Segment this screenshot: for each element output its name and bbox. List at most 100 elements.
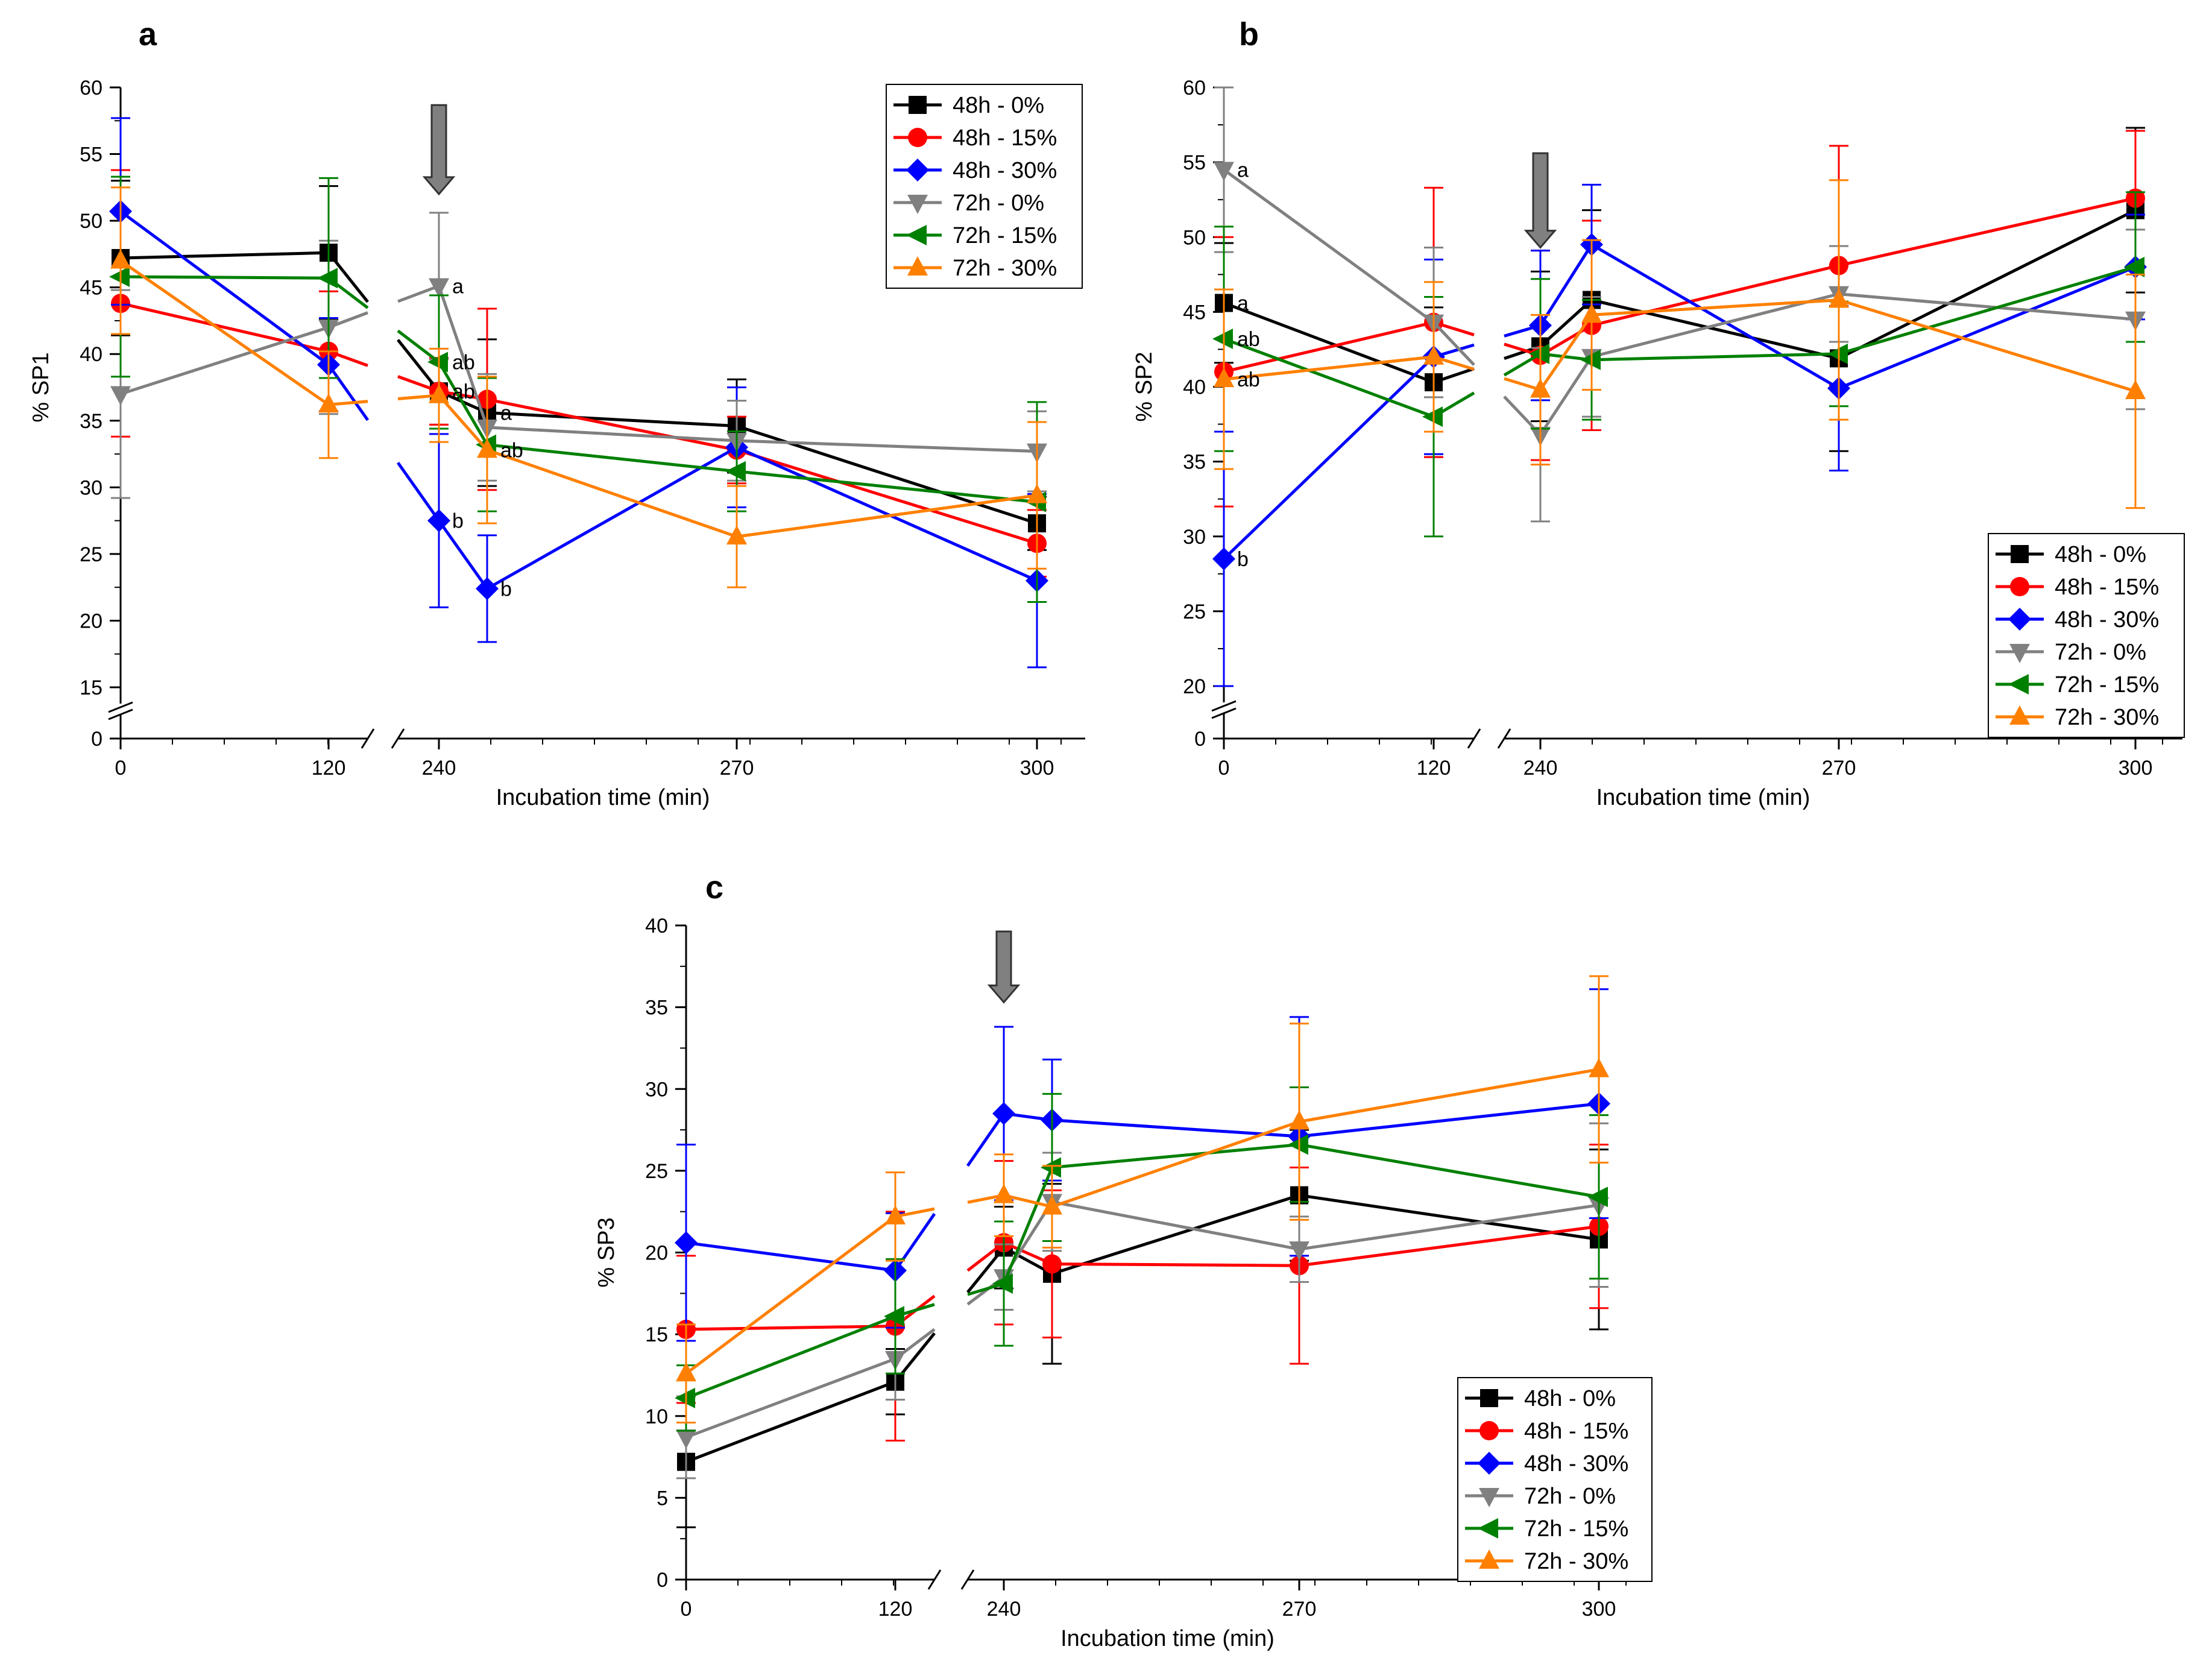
data-point [1288, 1134, 1308, 1155]
series-line [1223, 355, 1434, 381]
data-point [429, 278, 449, 298]
series-line [120, 301, 329, 353]
data-point [1289, 1110, 1309, 1130]
series-line [437, 446, 1038, 591]
legend: 48h - 0% 48h - 15% 48h - 30% 72h - 0% 72h - … [1457, 1377, 1653, 1582]
data-point [1214, 368, 1234, 388]
legend-swatch-marker [1478, 1452, 1501, 1475]
legend-swatch-marker [906, 159, 929, 181]
data-point [994, 1183, 1014, 1203]
data-point [318, 393, 339, 413]
legend-swatch-marker [1479, 1488, 1499, 1507]
legend-label: 48h - 0% [953, 93, 1044, 118]
significance-letter: b [500, 578, 512, 600]
panel-label: b [1239, 16, 1259, 52]
series-line-bridge [1432, 321, 1475, 366]
legend-label: 72h - 30% [1524, 1549, 1628, 1574]
panel-a: a 0 15 20 25 30 35 40 45 50 55 60 % SP1 0 120 240 270 300… [28, 16, 1085, 810]
legend-swatch-marker [2010, 577, 2029, 596]
legend-label: 72h - 15% [2055, 672, 2159, 698]
series-line [685, 1380, 896, 1464]
data-point [1042, 1195, 1062, 1215]
y-tick-label: 15 [645, 1323, 668, 1346]
series-line [1539, 242, 2136, 390]
x-tick-label: 270 [1822, 757, 1856, 780]
y-tick-label: 0 [91, 728, 102, 751]
series-72h-30- [1214, 179, 2146, 509]
legend-label: 48h - 30% [953, 158, 1057, 183]
data-point [992, 1273, 1013, 1294]
y-tick-label: 55 [1183, 151, 1206, 174]
legend-swatch-marker [1479, 1549, 1499, 1569]
series-line [1223, 337, 1434, 418]
significance-letter: a [1237, 292, 1249, 315]
series-line-bridge [895, 1207, 935, 1218]
x-tick-label: 270 [720, 757, 754, 780]
data-point [429, 383, 449, 403]
significance-letter: ab [452, 380, 475, 403]
x-axis-title: Incubation time (min) [496, 785, 710, 810]
y-tick-label: 20 [1183, 675, 1206, 698]
series-72h-15- [1212, 191, 2145, 538]
x-axis-break-mark [1467, 728, 1481, 749]
x-tick-label: 120 [1417, 757, 1451, 780]
legend-swatch-marker [2011, 545, 2029, 563]
legend-swatch-marker [906, 225, 927, 245]
y-tick-label: 40 [80, 343, 102, 366]
data-point [1589, 1057, 1609, 1077]
y-tick-label: 30 [645, 1078, 668, 1101]
treatment-arrow-icon [1524, 152, 1557, 249]
y-tick-label: 45 [1183, 301, 1206, 324]
series-line [1003, 1068, 1599, 1209]
data-point [1289, 1241, 1309, 1261]
legend: 48h - 0% 48h - 15% 48h - 30% 72h - 0% 72h - … [886, 84, 1083, 289]
data-point [675, 1231, 698, 1255]
series-line [1223, 321, 1434, 374]
y-tick-label: 35 [80, 410, 102, 433]
significance-letter: a [452, 275, 464, 298]
x-axis-break-mark [1497, 728, 1511, 749]
data-point [2124, 256, 2144, 277]
data-point [1027, 484, 1047, 503]
data-point [110, 386, 131, 406]
legend-swatch-marker [2009, 705, 2030, 725]
series-line [437, 285, 1038, 453]
y-tick-label: 0 [1194, 728, 1206, 751]
series-line [119, 210, 330, 366]
series-line [1223, 168, 1435, 324]
series-line [1539, 292, 2136, 436]
series-line [1540, 265, 2136, 362]
series-line-bridge [328, 400, 368, 406]
series-line [438, 394, 1038, 538]
x-axis-break-mark [391, 728, 405, 749]
y-tick-label: 40 [1183, 376, 1206, 399]
data-point [2125, 379, 2146, 399]
panel-label: a [139, 16, 157, 52]
significance-letter: b [1237, 548, 1249, 571]
x-tick-label: 240 [1524, 757, 1558, 780]
legend-swatch-marker [1479, 1421, 1499, 1440]
legend-label: 48h - 0% [2055, 542, 2146, 567]
series-line [1539, 197, 2136, 357]
series-line [685, 1241, 896, 1272]
y-tick-label: 20 [645, 1242, 668, 1265]
data-point [1529, 343, 1549, 364]
significance-letter: ab [1237, 368, 1260, 391]
y-tick-label: 30 [80, 476, 102, 499]
legend-label: 48h - 15% [953, 125, 1057, 151]
data-point [676, 1429, 696, 1449]
y-tick-label: 35 [1183, 451, 1206, 474]
y-tick-label: 25 [80, 543, 102, 566]
data-point [317, 268, 338, 289]
legend-label: 72h - 30% [2055, 705, 2159, 730]
y-tick-label: 25 [1183, 600, 1206, 623]
treatment-arrow-icon [422, 104, 456, 196]
legend-swatch-marker [2008, 674, 2029, 695]
series-line [1003, 1224, 1599, 1267]
series-line [438, 389, 1038, 545]
y-tick-label: 60 [1183, 77, 1206, 99]
x-axis-title: Incubation time (min) [1596, 785, 1810, 810]
y-tick-label: 5 [657, 1487, 668, 1510]
legend-label: 72h - 15% [953, 223, 1057, 248]
series-72h-30- [676, 975, 1609, 1424]
